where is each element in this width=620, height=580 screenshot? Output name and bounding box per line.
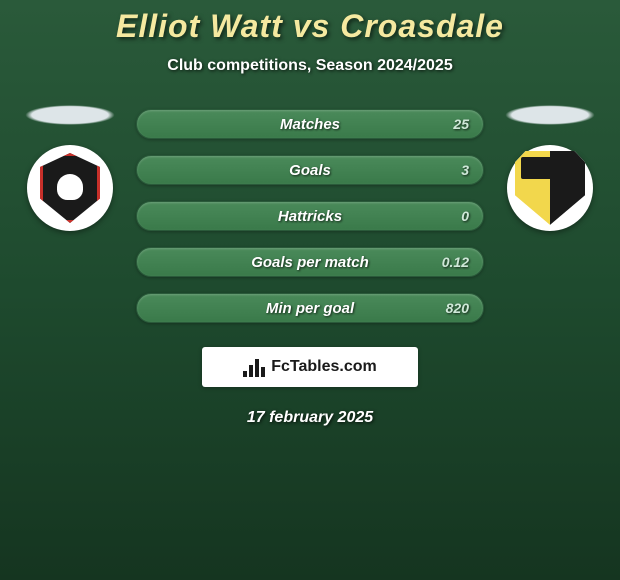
port-vale-badge (507, 145, 593, 231)
stat-label: Goals (289, 162, 331, 179)
footer-date: 17 february 2025 (247, 409, 373, 427)
stat-bar-matches: Matches 25 (136, 109, 484, 139)
fctables-link[interactable]: FcTables.com (202, 347, 418, 387)
bar-chart-icon (243, 357, 265, 377)
player-shadow-right (505, 105, 595, 125)
stat-value-right: 0 (461, 208, 469, 224)
stat-value-right: 3 (461, 162, 469, 178)
comparison-card: Elliot Watt vs Croasdale Club competitio… (0, 0, 620, 435)
stat-bar-goals-per-match: Goals per match 0.12 (136, 247, 484, 277)
stat-label: Hattricks (278, 208, 342, 225)
left-player-col (20, 105, 120, 231)
stat-value-right: 0.12 (442, 254, 469, 270)
page-title: Elliot Watt vs Croasdale (116, 8, 504, 45)
stats-column: Matches 25 Goals 3 Hattricks 0 Goals per… (136, 105, 484, 323)
shield-icon (40, 153, 100, 223)
stat-bar-min-per-goal: Min per goal 820 (136, 293, 484, 323)
fctables-brand: FcTables.com (271, 358, 377, 376)
stat-value-right: 820 (446, 300, 469, 316)
main-row: Matches 25 Goals 3 Hattricks 0 Goals per… (20, 105, 600, 323)
salford-badge (27, 145, 113, 231)
stat-label: Goals per match (251, 254, 369, 271)
page-subtitle: Club competitions, Season 2024/2025 (167, 57, 452, 75)
crest-icon (515, 151, 585, 225)
stat-label: Matches (280, 116, 340, 133)
right-player-col (500, 105, 600, 231)
stat-bar-goals: Goals 3 (136, 155, 484, 185)
stat-bar-hattricks: Hattricks 0 (136, 201, 484, 231)
stat-label: Min per goal (266, 300, 354, 317)
player-shadow-left (25, 105, 115, 125)
stat-value-right: 25 (453, 116, 469, 132)
